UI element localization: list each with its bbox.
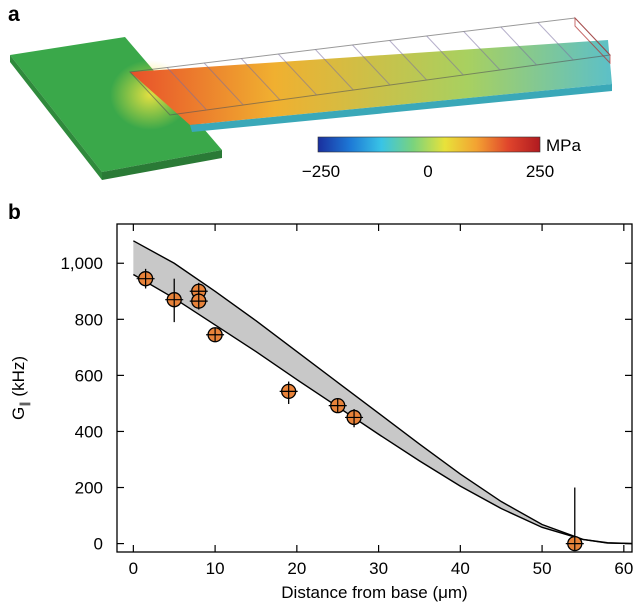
data-points [136, 268, 584, 552]
panel-a-label: a [8, 3, 20, 26]
panel-b-label: b [8, 201, 21, 224]
y-axis-label-rest: (kHz) [9, 356, 28, 401]
y-tick-label: 800 [75, 310, 103, 329]
wireframe-rib [315, 49, 354, 91]
plot-frame [116, 223, 633, 553]
colorbar-tick-min: −250 [302, 162, 340, 181]
model-band-upper-line [133, 240, 633, 545]
model-band-fill [133, 240, 632, 544]
wireframe-rib [352, 44, 391, 86]
data-point [165, 278, 184, 323]
data-point [345, 409, 364, 428]
wireframe-rib [500, 26, 538, 66]
x-tick-label: 60 [614, 559, 633, 578]
wireframe-rib [463, 31, 501, 71]
y-tick-label: 600 [75, 366, 103, 385]
y-axis-label-main: G [9, 407, 28, 420]
base-block-side [10, 55, 102, 180]
y-axis-label: G∥ (kHz) [9, 356, 31, 420]
data-point [189, 292, 208, 310]
colorbar-tick-zero: 0 [423, 162, 432, 181]
data-point [136, 268, 155, 289]
wireframe-rib [240, 58, 281, 101]
y-axis-label-sub: ∥ [19, 401, 31, 407]
wireframe-rib [389, 40, 428, 81]
wireframe-rib [426, 35, 464, 76]
base-block-front [102, 150, 222, 180]
wireframe-rib [166, 67, 208, 111]
colorbar [317, 136, 541, 153]
x-axis-ticks: 0 10 20 30 40 50 60 [129, 224, 633, 578]
data-point [206, 327, 225, 343]
cantilever-stress-illustration: MPa −250 0 250 [10, 16, 612, 181]
x-tick-label: 40 [451, 559, 470, 578]
x-tick-label: 20 [287, 559, 306, 578]
chart-panel-b: 0 10 20 30 40 50 60 0 200 400 600 800 1,000 Distanc… [9, 223, 633, 602]
wireframe-rib [537, 22, 574, 61]
x-tick-label: 0 [129, 559, 138, 578]
wireframe-rib [277, 53, 318, 96]
y-tick-label: 400 [75, 422, 103, 441]
x-axis-label: Distance from base (μm) [281, 583, 467, 602]
colorbar-unit-label: MPa [546, 136, 582, 155]
model-band [132, 240, 633, 545]
data-point [328, 398, 347, 414]
y-tick-label: 1,000 [60, 254, 103, 273]
wireframe-rib [203, 62, 244, 106]
y-tick-label: 200 [75, 479, 103, 498]
colorbar-tick-max: 250 [526, 162, 554, 181]
x-tick-label: 30 [369, 559, 388, 578]
x-tick-label: 10 [206, 559, 225, 578]
undeflected-wireframe [128, 16, 612, 116]
data-point [565, 487, 584, 552]
data-point [279, 381, 298, 404]
y-axis-ticks: 0 200 400 600 800 1,000 [60, 254, 632, 554]
y-tick-label: 0 [94, 535, 103, 554]
cantilever-edge [190, 84, 612, 132]
x-tick-label: 50 [533, 559, 552, 578]
